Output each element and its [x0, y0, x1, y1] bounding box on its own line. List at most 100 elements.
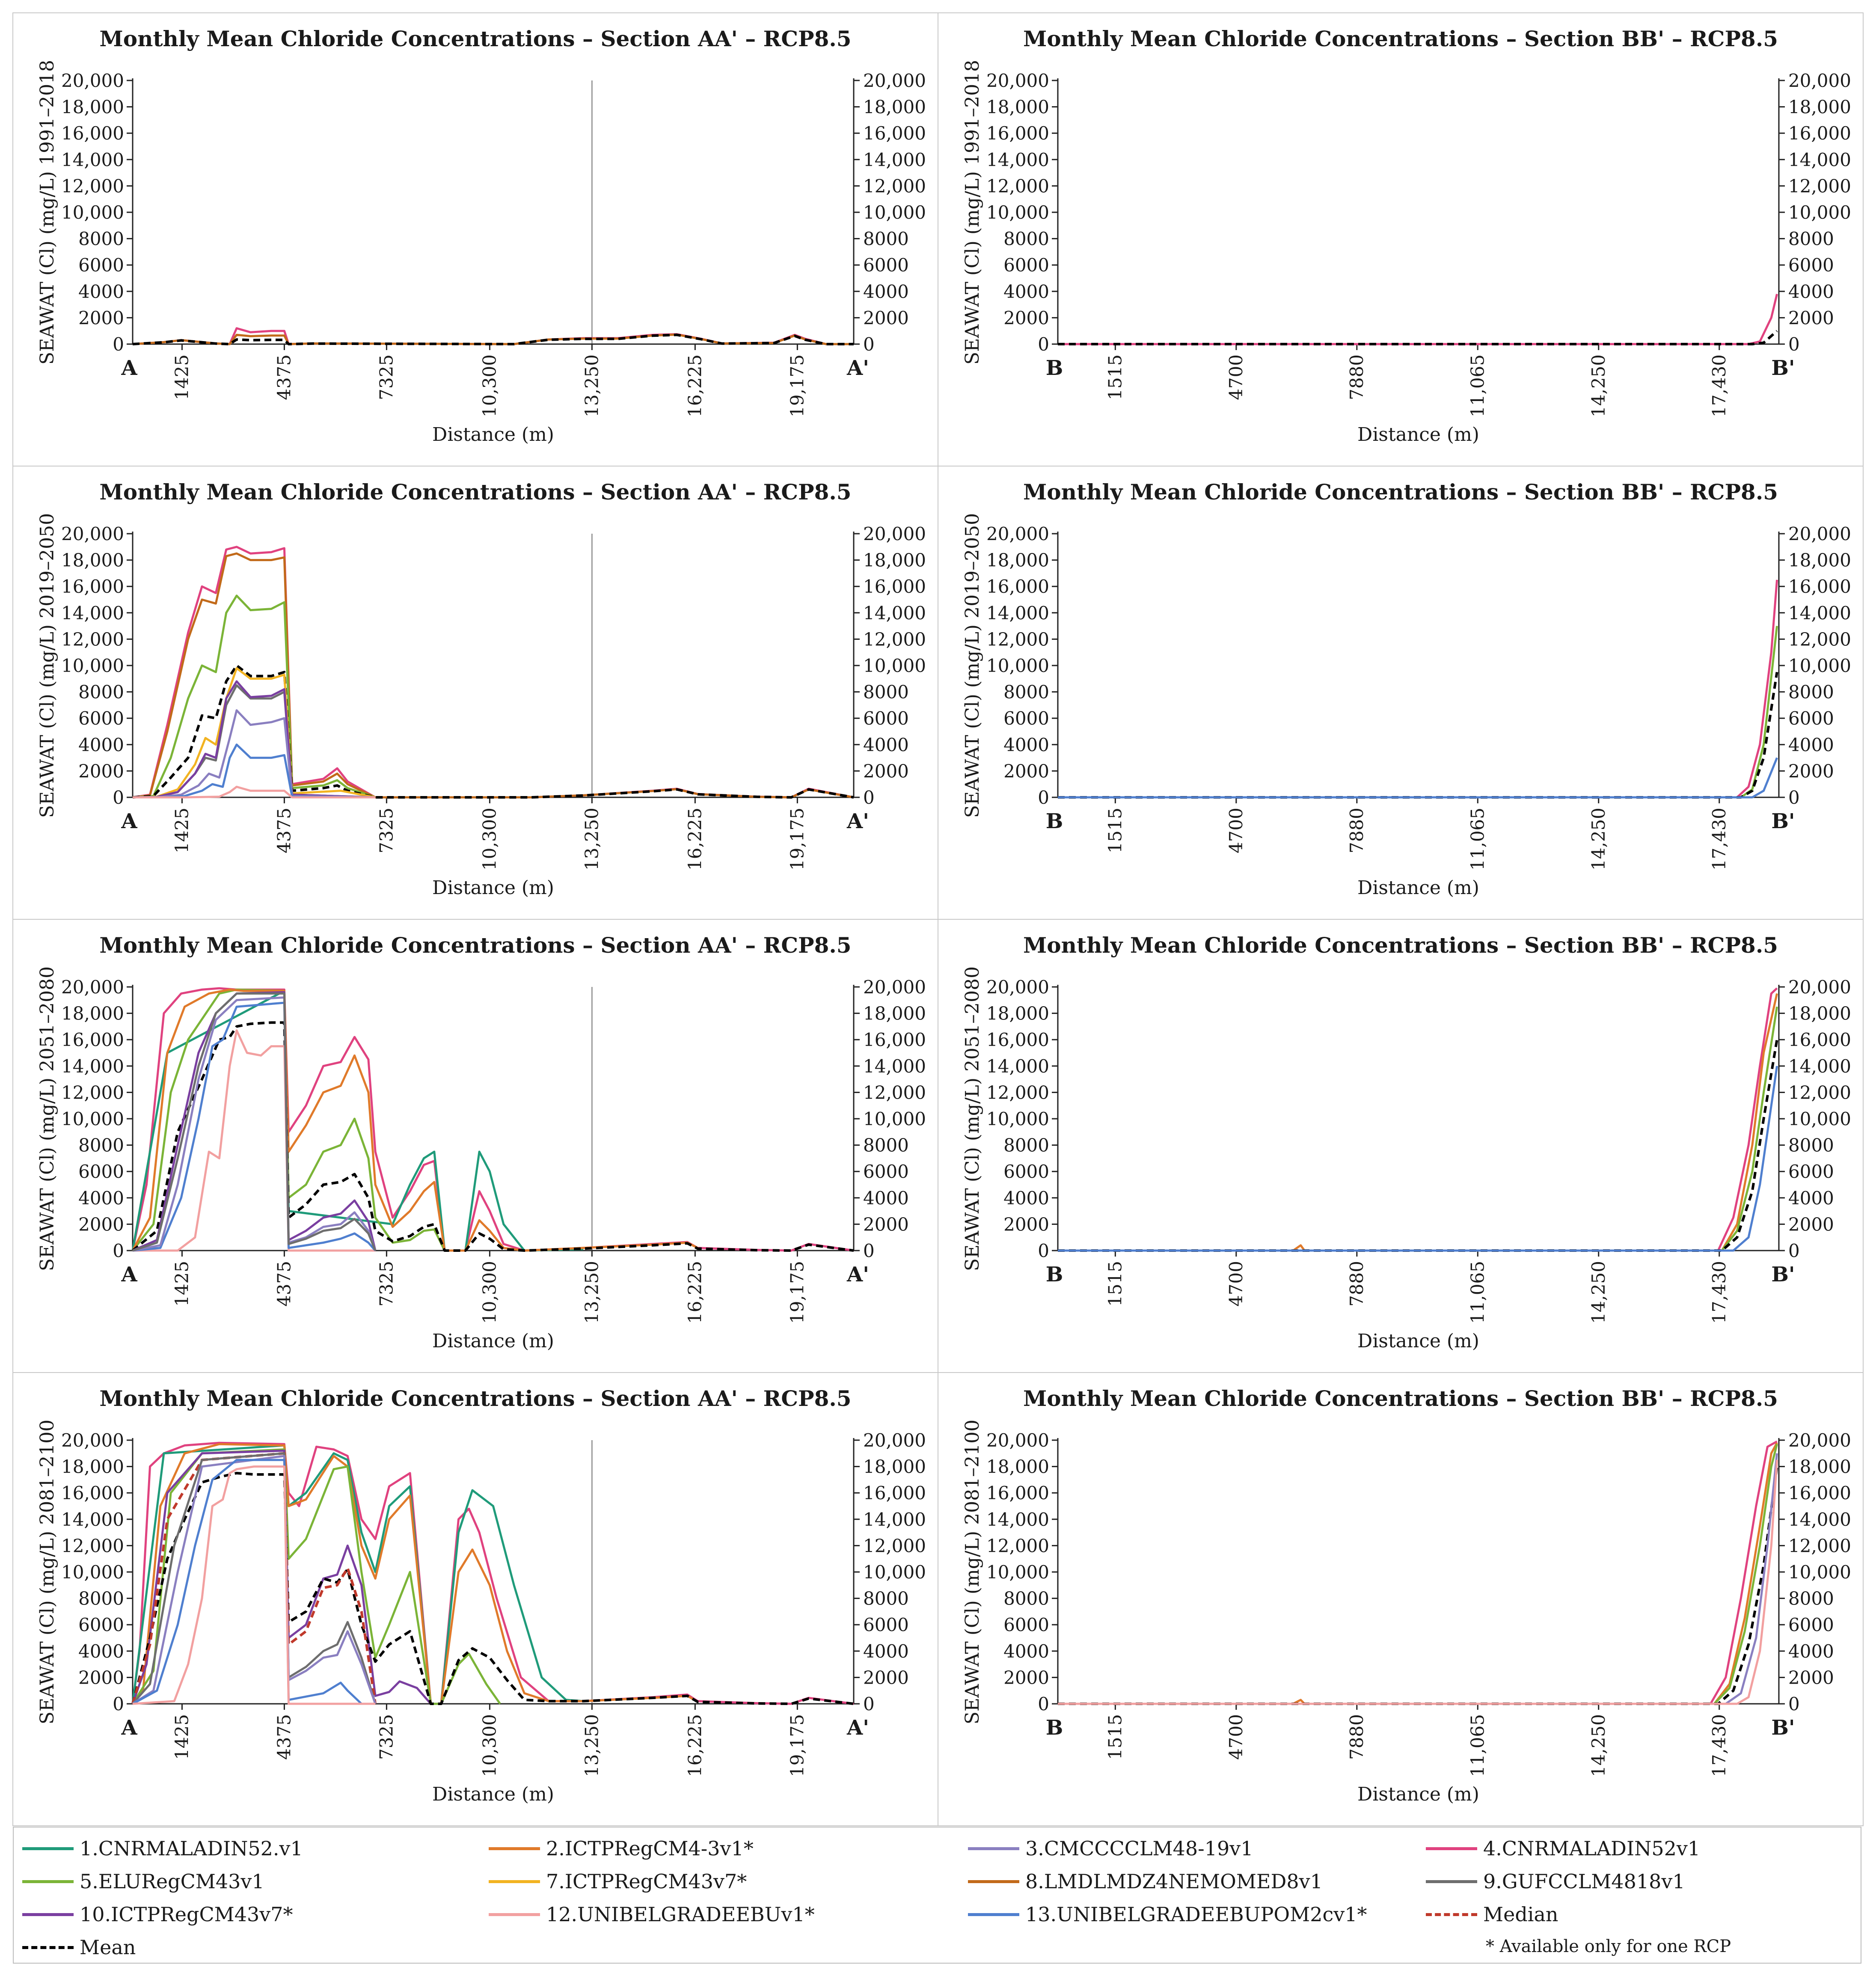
- y-tick-label-right: 4000: [1788, 734, 1834, 755]
- legend-item: 4.CNRMALADIN52v1: [1426, 1833, 1700, 1863]
- legend-swatch: [489, 1880, 540, 1883]
- x-end-label-start: A: [121, 1263, 137, 1287]
- chart-title: Monthly Mean Chloride Concentrations – S…: [99, 479, 851, 505]
- x-tick-label: 7325: [376, 1714, 397, 1760]
- y-tick-label-left: 2000: [78, 761, 124, 781]
- y-tick-label-right: 14,000: [863, 603, 926, 624]
- y-tick-label-left: 2000: [78, 307, 124, 328]
- y-tick-label-left: 0: [113, 1694, 124, 1715]
- y-tick-label-left: 12,000: [61, 1082, 124, 1103]
- y-tick-label-left: 4000: [78, 1641, 124, 1662]
- y-tick-label-right: 8000: [1788, 682, 1834, 703]
- y-tick-label-right: 20,000: [863, 523, 926, 544]
- chart-panel-BB-2019-2050: Monthly Mean Chloride Concentrations – S…: [938, 466, 1864, 920]
- y-tick-label-left: 10,000: [986, 655, 1049, 676]
- y-tick-label-left: 20,000: [61, 523, 124, 544]
- legend-note: * Available only for one RCP: [1486, 1937, 1731, 1956]
- series-line-9-gufcclm4818v1: [132, 1452, 377, 1705]
- y-tick-label-right: 0: [863, 787, 875, 808]
- panel-border: [12, 12, 938, 467]
- series-line-10-ictpregcm43v7-: [132, 991, 377, 1252]
- legend-label: 9.GUFCCLM4818v1: [1483, 1870, 1685, 1893]
- y-tick-label-left: 14,000: [61, 603, 124, 624]
- y-tick-label-left: 4000: [1003, 281, 1049, 302]
- legend-item: Median: [1426, 1899, 1558, 1929]
- x-tick-label: 13,250: [581, 808, 602, 871]
- y-tick-label-left: 10,000: [61, 202, 124, 223]
- chart-title: Monthly Mean Chloride Concentrations – S…: [1023, 479, 1778, 505]
- x-tick-label: 16,225: [684, 354, 705, 417]
- y-tick-label-left: 0: [113, 1240, 124, 1261]
- x-axis-label: Distance (m): [1357, 1783, 1479, 1805]
- y-tick-label-left: 16,000: [986, 1029, 1049, 1050]
- y-tick-label-right: 0: [1788, 1240, 1800, 1261]
- legend-swatch: [1426, 1880, 1477, 1883]
- x-tick-label: 14,250: [1588, 808, 1609, 871]
- y-tick-label-right: 14,000: [863, 1056, 926, 1077]
- y-axis-label: SEAWAT (Cl) (mg/L) 2051–2080: [36, 966, 58, 1271]
- y-tick-label-right: 14,000: [1788, 603, 1851, 624]
- series-line-mean: [132, 664, 854, 799]
- x-tick-label: 10,300: [479, 808, 500, 871]
- y-tick-label-right: 10,000: [863, 202, 926, 223]
- y-tick-label-left: 8000: [1003, 1135, 1049, 1156]
- x-tick-label: 14,250: [1588, 354, 1609, 417]
- y-tick-label-left: 18,000: [61, 1003, 124, 1024]
- x-tick-label: 16,225: [684, 1261, 705, 1324]
- panel-border: [12, 919, 938, 1373]
- x-axis-label: Distance (m): [432, 877, 554, 899]
- y-tick-label-right: 16,000: [1788, 576, 1851, 597]
- y-tick-label-left: 0: [1038, 787, 1049, 808]
- y-tick-label-right: 2000: [1788, 307, 1834, 328]
- y-tick-label-left: 0: [1038, 1694, 1049, 1715]
- legend-label: 3.CMCCCCLM48-19v1: [1025, 1837, 1253, 1860]
- legend-swatch: [489, 1913, 540, 1916]
- y-tick-label-right: 18,000: [863, 97, 926, 118]
- x-axis-label: Distance (m): [1357, 424, 1479, 446]
- x-tick-label: 11,065: [1467, 354, 1488, 417]
- legend-swatch: [1426, 1913, 1477, 1916]
- chart-title: Monthly Mean Chloride Concentrations – S…: [99, 26, 851, 51]
- y-tick-label-right: 10,000: [863, 1562, 926, 1583]
- y-tick-label-left: 18,000: [986, 1456, 1049, 1477]
- x-tick-label: 7880: [1346, 1714, 1367, 1760]
- series-line-3-cmcccclm48-19v1: [132, 709, 376, 799]
- x-end-label-start: A: [121, 1716, 137, 1740]
- x-tick-label: 16,225: [684, 808, 705, 871]
- x-tick-label: 11,065: [1467, 1261, 1488, 1324]
- y-tick-label-left: 6000: [78, 708, 124, 729]
- y-tick-label-right: 12,000: [1788, 175, 1851, 196]
- x-tick-label: 19,175: [787, 1261, 807, 1324]
- chart-panel-AA-2019-2050: Monthly Mean Chloride Concentrations – S…: [12, 466, 938, 920]
- legend-swatch: [968, 1913, 1019, 1916]
- y-tick-label-left: 20,000: [61, 70, 124, 91]
- y-tick-label-left: 8000: [78, 1588, 124, 1609]
- x-axis-label: Distance (m): [432, 424, 554, 446]
- x-end-label-end: B': [1771, 356, 1795, 380]
- y-tick-label-left: 18,000: [986, 550, 1049, 571]
- x-tick-label: 4700: [1226, 354, 1247, 400]
- y-axis-label: SEAWAT (Cl) (mg/L) 2019–2050: [36, 513, 58, 818]
- legend-label: Mean: [80, 1936, 136, 1959]
- y-tick-label-right: 18,000: [1788, 550, 1851, 571]
- series-line-mean: [131, 1472, 854, 1705]
- legend-label: 7.ICTPRegCM43v7*: [546, 1870, 747, 1893]
- y-tick-label-right: 2000: [1788, 761, 1834, 781]
- y-tick-label-left: 16,000: [986, 576, 1049, 597]
- y-tick-label-right: 0: [1788, 787, 1800, 808]
- panel-border: [938, 1372, 1864, 1826]
- y-axis-label: SEAWAT (Cl) (mg/L) 2051–2080: [962, 966, 983, 1271]
- y-tick-label-left: 4000: [78, 734, 124, 755]
- y-tick-label-right: 2000: [1788, 1214, 1834, 1235]
- y-tick-label-right: 2000: [863, 761, 909, 781]
- y-tick-label-right: 2000: [863, 1214, 909, 1235]
- y-tick-label-left: 0: [1038, 334, 1049, 355]
- y-tick-label-right: 20,000: [1788, 1430, 1851, 1451]
- y-tick-label-right: 10,000: [1788, 1108, 1851, 1129]
- y-tick-label-left: 12,000: [61, 175, 124, 196]
- y-tick-label-left: 16,000: [61, 576, 124, 597]
- y-tick-label-left: 8000: [1003, 682, 1049, 703]
- x-tick-label: 4700: [1226, 808, 1247, 853]
